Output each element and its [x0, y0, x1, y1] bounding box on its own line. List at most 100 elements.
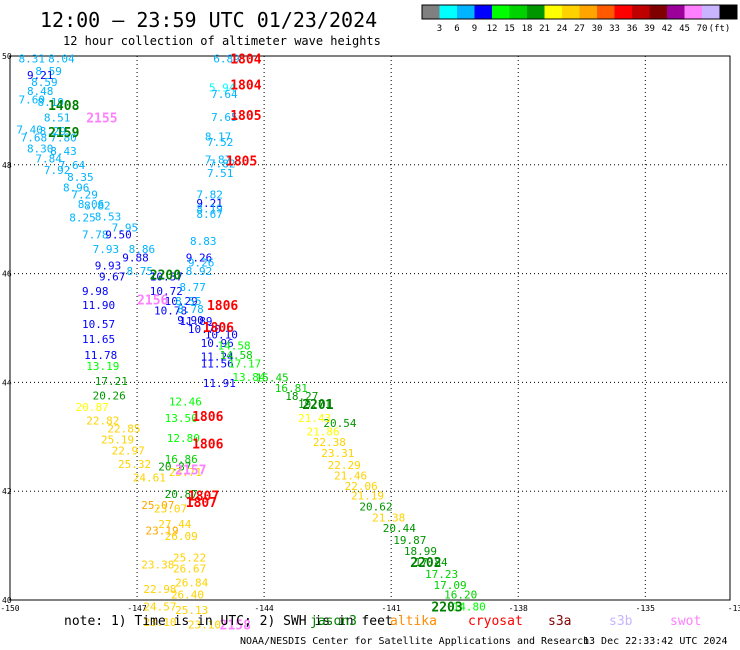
wave-height-value: 12.80 — [167, 432, 200, 445]
x-tick-label: -141 — [382, 604, 401, 613]
colorbar-label: (ft) — [709, 24, 731, 34]
wave-height-value: 19.87 — [393, 534, 426, 547]
wave-height-value: 20.87 — [165, 488, 198, 501]
wave-height-value: 27.44 — [158, 518, 191, 531]
legend-altika: altika — [390, 614, 437, 629]
y-tick-label: 42 — [2, 487, 12, 496]
wave-height-value: 21.46 — [334, 469, 367, 482]
wave-height-value: 7.95 — [112, 221, 139, 234]
wave-height-value: 22.97 — [112, 444, 145, 457]
legend-s3a: s3a — [548, 614, 571, 629]
y-tick-label: 50 — [2, 52, 12, 61]
wave-height-value: 12.46 — [169, 395, 202, 408]
data-points: 8.31 8.048.599.218.598.487.608.198.517.40… — [16, 53, 485, 632]
legend-swot: swot — [670, 614, 701, 629]
chart-title: 12:00 — 23:59 UTC 01/23/2024 — [40, 8, 377, 32]
wave-height-value: 10.96 — [201, 337, 234, 350]
plot-border — [9, 55, 731, 601]
colorbar-swatch — [684, 5, 702, 19]
pass-time-label: 1408 — [48, 99, 79, 114]
pass-time-label: 2203 — [431, 601, 462, 616]
colorbar-swatch — [562, 5, 580, 19]
wave-height-value: 17.09 — [434, 579, 467, 592]
wave-height-value: 21.43 — [298, 412, 331, 425]
colorbar-swatch — [474, 5, 492, 19]
wave-height-value: 25.22 — [173, 552, 206, 565]
wave-height-value: 8.78 — [177, 303, 204, 316]
wave-height-value: 10.70 — [188, 323, 221, 336]
wave-height-value: 18.27 — [285, 390, 318, 403]
colorbar-label: 18 — [522, 24, 533, 34]
colorbar-legend: 3 6 9 12 15 18 21 24 27 30 33 36 39 42 45 70 (ft) — [421, 4, 738, 34]
plot-area — [9, 55, 731, 601]
wave-height-value: 21.38 — [372, 511, 405, 524]
wave-height-value: 20.54 — [323, 417, 356, 430]
wave-height-value: 7.93 — [93, 243, 120, 256]
wave-height-value: 14.58 — [220, 349, 253, 362]
wave-height-value: 20.26 — [93, 389, 126, 402]
footer-note: note: 1) Time is in UTC; 2) SWH is in fe… — [64, 614, 393, 629]
wave-height-value: 7.82 — [209, 158, 236, 171]
wave-height-value: 7.40 — [16, 123, 43, 136]
colorbar-label: 36 — [627, 24, 638, 34]
colorbar-label: 21 — [539, 24, 550, 34]
wave-height-value: 26.84 — [175, 577, 208, 590]
pass-labels: 1804 1804 1805 1805 1806 1806 1806 1806 18071807… — [48, 53, 463, 634]
wave-height-value: 8.43 — [50, 145, 76, 158]
wave-height-value: 23.10 — [143, 616, 176, 629]
wave-height-value: 11.65 — [82, 333, 115, 346]
wave-height-value: 7.87 — [205, 153, 232, 166]
wave-height-value: 9.26 — [188, 257, 215, 270]
x-tick-label: -144 — [254, 604, 273, 613]
wave-height-value: 11.78 — [84, 349, 117, 362]
wave-height-value: 10.57 — [82, 318, 115, 331]
x-tick-label: -150 — [0, 604, 19, 613]
wave-height-value: 22.85 — [107, 423, 140, 436]
wave-height-value: 7.64 — [59, 159, 86, 172]
colorbar-swatch — [492, 5, 510, 19]
wave-height-value: 8.83 — [190, 235, 217, 248]
wave-height-value: 10.10 — [205, 329, 238, 342]
colorbar-label: 24 — [557, 24, 568, 34]
wave-height-value: 26.09 — [165, 530, 198, 543]
footer-timestamp: 13 Dec 22:33:42 UTC 2024 — [583, 636, 728, 647]
wave-height-value: 23.31 — [321, 447, 354, 460]
wave-height-value: 9.90 — [177, 314, 204, 327]
wave-height-value: 8.51 — [44, 111, 71, 124]
wave-height-value: 16.81 — [275, 382, 308, 395]
wave-height-value: 7.60 — [18, 94, 45, 107]
wave-height-value: 13.84 — [232, 371, 265, 384]
pass-time-label: 1806 — [203, 321, 234, 336]
footer-credit: NOAA/NESDIS Center for Satellite Applica… — [240, 636, 589, 647]
pass-time-label: 2202 — [410, 556, 441, 571]
pass-time-label: 1804 — [230, 53, 261, 68]
colorbar-swatch — [509, 5, 527, 19]
wave-height-value: 9.26 — [186, 251, 213, 264]
wave-height-value: 9.21 — [27, 69, 54, 82]
wave-height-value: 8.04 — [48, 53, 75, 66]
wave-height-value: 17.84 — [414, 556, 447, 569]
colorbar-label: 70 — [697, 24, 708, 34]
colorbar-label: 39 — [644, 24, 655, 34]
colorbar-swatch — [597, 5, 615, 19]
wave-height-value: 23.10 — [188, 618, 221, 631]
wave-height-value: 7.84 — [35, 152, 62, 165]
wave-height-value: 7.78 — [82, 228, 109, 241]
x-tick-label: -13 — [728, 604, 740, 613]
colorbar-label: 3 — [437, 24, 442, 34]
wave-height-value: 8.19 — [38, 96, 65, 109]
wave-height-value: 10.29 — [165, 295, 198, 308]
colorbar-swatch — [667, 5, 685, 19]
wave-height-value: 8.30 — [27, 142, 54, 155]
wave-height-value: 17.21 — [95, 375, 128, 388]
wave-height-value: 8.29 — [40, 125, 67, 138]
wave-height-value: 7.82 — [196, 189, 223, 202]
wave-height-value: 14.80 — [453, 601, 486, 614]
wave-height-value: 8.17 — [205, 131, 232, 144]
colorbar-swatch — [527, 5, 545, 19]
wave-height-value: 8.82 — [84, 200, 111, 213]
wave-height-value: 8.35 — [67, 171, 94, 184]
wave-height-value: 25.07 — [141, 499, 174, 512]
y-tick-label: 46 — [2, 270, 12, 279]
